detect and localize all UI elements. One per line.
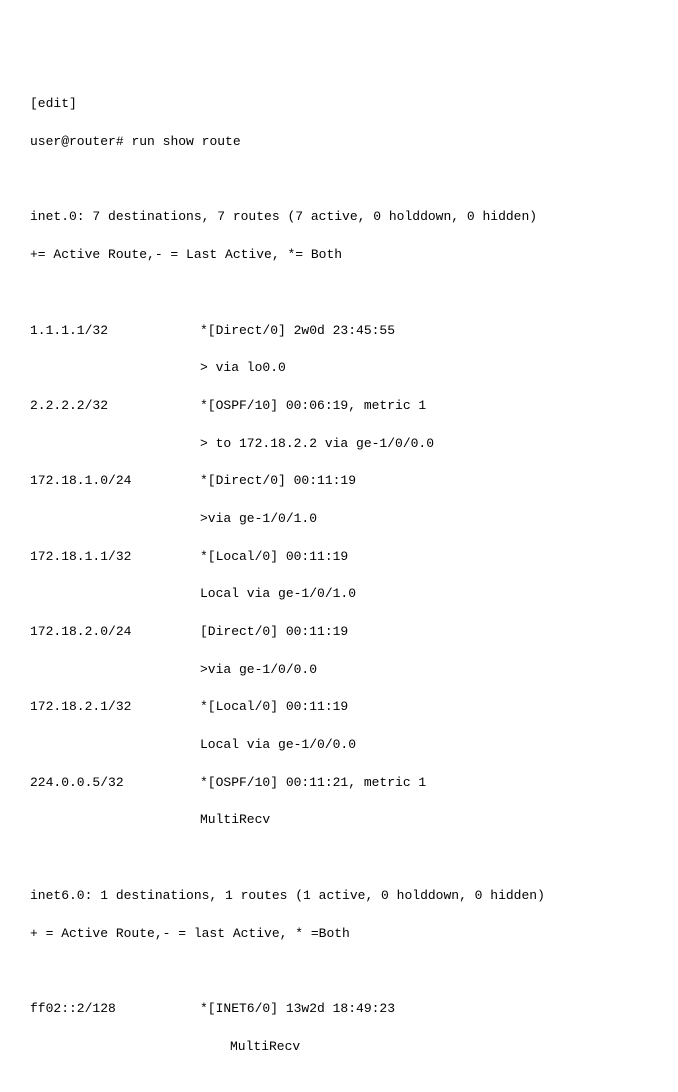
route-detail: MultiRecv <box>230 1038 300 1057</box>
route-row: 224.0.0.5/32*[OSPF/10] 00:11:21, metric … <box>30 774 648 793</box>
route-detail: *[OSPF/10] 00:06:19, metric 1 <box>200 397 426 416</box>
route-prefix: 172.18.2.1/32 <box>30 698 200 717</box>
route-row: 172.18.1.1/32*[Local/0] 00:11:19 <box>30 548 648 567</box>
route-row: 172.18.2.1/32*[Local/0] 00:11:19 <box>30 698 648 717</box>
route-detail: > to 172.18.2.2 via ge-1/0/0.0 <box>200 435 434 454</box>
inet0-header: inet.0: 7 destinations, 7 routes (7 acti… <box>30 208 648 227</box>
route-detail: >via ge-1/0/0.0 <box>200 661 317 680</box>
edit-tag: [edit] <box>30 95 648 114</box>
route-prefix: ff02::2/128 <box>30 1000 200 1019</box>
inet6-header: inet6.0: 1 destinations, 1 routes (1 act… <box>30 887 648 906</box>
route-row: 172.18.2.0/24[Direct/0] 00:11:19 <box>30 623 648 642</box>
route-detail: Local via ge-1/0/0.0 <box>200 736 356 755</box>
route-row: 172.18.1.0/24*[Direct/0] 00:11:19 <box>30 472 648 491</box>
route-row: >via ge-1/0/0.0 <box>30 661 648 680</box>
prompt: user@router# <box>30 134 124 149</box>
command: run show route <box>131 134 240 149</box>
route-row: >via ge-1/0/1.0 <box>30 510 648 529</box>
inet6-legend: + = Active Route,- = last Active, * =Bot… <box>30 925 648 944</box>
route-detail: *[Direct/0] 00:11:19 <box>200 472 356 491</box>
route-detail: *[INET6/0] 13w2d 18:49:23 <box>200 1000 395 1019</box>
route-row: > via lo0.0 <box>30 359 648 378</box>
route-prefix: 172.18.1.0/24 <box>30 472 200 491</box>
route-detail: [Direct/0] 00:11:19 <box>200 623 348 642</box>
inet0-legend: += Active Route,- = Last Active, *= Both <box>30 246 648 265</box>
route-prefix: 2.2.2.2/32 <box>30 397 200 416</box>
route-detail: *[Direct/0] 2w0d 23:45:55 <box>200 322 395 341</box>
route6-row: MultiRecv <box>30 1038 648 1057</box>
route-detail: *[OSPF/10] 00:11:21, metric 1 <box>200 774 426 793</box>
route-row: Local via ge-1/0/1.0 <box>30 585 648 604</box>
route-row: Local via ge-1/0/0.0 <box>30 736 648 755</box>
route-prefix: 172.18.2.0/24 <box>30 623 200 642</box>
route-row: > to 172.18.2.2 via ge-1/0/0.0 <box>30 435 648 454</box>
route-detail: MultiRecv <box>200 811 270 830</box>
prompt-line: user@router# run show route <box>30 133 648 152</box>
route6-row: ff02::2/128*[INET6/0] 13w2d 18:49:23 <box>30 1000 648 1019</box>
route-row: MultiRecv <box>30 811 648 830</box>
route-detail: >via ge-1/0/1.0 <box>200 510 317 529</box>
route-detail: *[Local/0] 00:11:19 <box>200 548 348 567</box>
route-detail: > via lo0.0 <box>200 359 286 378</box>
route-row: 2.2.2.2/32*[OSPF/10] 00:06:19, metric 1 <box>30 397 648 416</box>
route-prefix: 224.0.0.5/32 <box>30 774 200 793</box>
route-detail: *[Local/0] 00:11:19 <box>200 698 348 717</box>
route-detail: Local via ge-1/0/1.0 <box>200 585 356 604</box>
route-row: 1.1.1.1/32*[Direct/0] 2w0d 23:45:55 <box>30 322 648 341</box>
route-prefix: 1.1.1.1/32 <box>30 322 200 341</box>
route-prefix: 172.18.1.1/32 <box>30 548 200 567</box>
